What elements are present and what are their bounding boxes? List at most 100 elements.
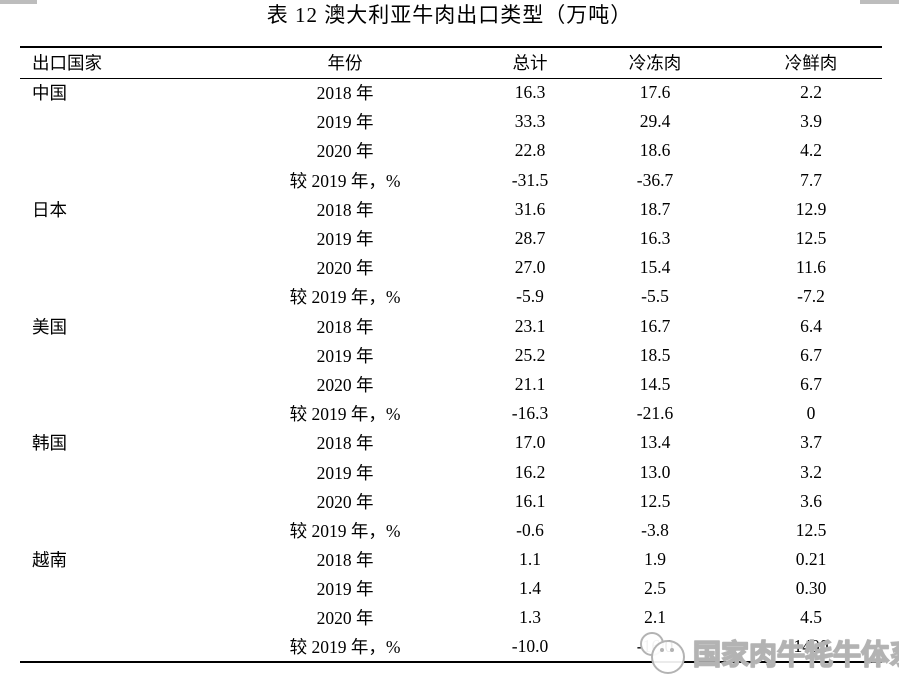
- total-cell: -10.0: [511, 636, 549, 657]
- year-cell: 2018 年: [316, 199, 374, 220]
- country-cell: [20, 136, 200, 165]
- chilled-cell: 3.6: [800, 490, 822, 511]
- year-cell: 较 2019 年，%: [289, 637, 401, 658]
- total-cell: 25.2: [514, 344, 546, 365]
- frozen-cell: 17.6: [639, 82, 671, 103]
- country-cell: [20, 603, 200, 632]
- table-row: 2019 年 25.2 18.5 6.7: [20, 341, 882, 370]
- total-cell: 16.1: [514, 490, 546, 511]
- table-row: 2019 年 16.2 13.0 3.2: [20, 457, 882, 486]
- frozen-cell: 2.1: [644, 607, 666, 628]
- total-cell: 1.1: [519, 549, 541, 570]
- total-cell: -31.5: [511, 169, 549, 190]
- year-cell: 较 2019 年，%: [289, 287, 401, 308]
- chilled-cell: 6.4: [800, 315, 822, 336]
- chilled-cell: 0.30: [795, 578, 827, 599]
- frozen-cell: 15.4: [639, 257, 671, 278]
- header-frozen: 冷冻肉: [570, 47, 740, 79]
- year-cell: 2018 年: [316, 433, 374, 454]
- country-cell: 日本: [32, 199, 67, 220]
- chilled-cell: 0: [806, 403, 816, 424]
- frozen-cell: 16.3: [639, 228, 671, 249]
- country-cell: [20, 166, 200, 195]
- table-caption: 表 12 澳大利亚牛肉出口类型（万吨）: [266, 3, 633, 27]
- chilled-cell: 6.7: [800, 344, 822, 365]
- country-cell: [20, 282, 200, 311]
- table-row: 美国 2018 年 23.1 16.7 6.4: [20, 312, 882, 341]
- frozen-cell: 13.4: [639, 432, 671, 453]
- total-cell: 27.0: [514, 257, 546, 278]
- year-cell: 2019 年: [316, 345, 374, 366]
- table-row: 韩国 2018 年 17.0 13.4 3.7: [20, 428, 882, 457]
- chilled-cell: -7.2: [797, 286, 825, 307]
- country-cell: 越南: [32, 550, 67, 571]
- chilled-cell: 12.9: [795, 198, 827, 219]
- total-cell: 1.3: [519, 607, 541, 628]
- beef-export-table: 出口国家 年份 总计 冷冻肉 冷鲜肉 中国 2018 年 16.3 17.6 2.2 20…: [20, 46, 882, 663]
- frozen-cell: 16.7: [639, 315, 671, 336]
- table-row: 2020 年 16.1 12.5 3.6: [20, 487, 882, 516]
- frozen-cell: -16.0: [636, 636, 674, 657]
- total-cell: 31.6: [514, 198, 546, 219]
- frozen-cell: 29.4: [639, 111, 671, 132]
- year-cell: 2020 年: [316, 258, 374, 279]
- year-cell: 2019 年: [316, 112, 374, 133]
- table-row: 2020 年 21.1 14.5 6.7: [20, 370, 882, 399]
- chilled-cell: 3.2: [800, 461, 822, 482]
- total-cell: -5.9: [516, 286, 544, 307]
- country-cell: [20, 224, 200, 253]
- country-cell: [20, 370, 200, 399]
- chilled-cell: 3.7: [800, 432, 822, 453]
- header-country: 出口国家: [20, 47, 200, 79]
- frozen-cell: 18.5: [639, 344, 671, 365]
- frozen-cell: 13.0: [639, 461, 671, 482]
- year-cell: 2018 年: [316, 316, 374, 337]
- year-cell: 2020 年: [316, 608, 374, 629]
- chilled-cell: 1400: [793, 636, 829, 657]
- country-cell: [20, 574, 200, 603]
- header-total: 总计: [490, 47, 570, 79]
- table-row: 日本 2018 年 31.6 18.7 12.9: [20, 195, 882, 224]
- total-cell: 21.1: [514, 373, 546, 394]
- table-row: 较 2019 年，% -5.9 -5.5 -7.2: [20, 282, 882, 311]
- chilled-cell: 4.5: [800, 607, 822, 628]
- frozen-cell: -36.7: [636, 169, 674, 190]
- chilled-cell: 12.5: [795, 519, 827, 540]
- header-row: 出口国家 年份 总计 冷冻肉 冷鲜肉: [20, 47, 882, 79]
- frozen-cell: 12.5: [639, 490, 671, 511]
- table-row: 2020 年 22.8 18.6 4.2: [20, 136, 882, 165]
- chilled-cell: 3.9: [800, 111, 822, 132]
- frozen-cell: -3.8: [641, 519, 669, 540]
- year-cell: 较 2019 年，%: [289, 520, 401, 541]
- country-cell: [20, 253, 200, 282]
- year-cell: 较 2019 年，%: [289, 404, 401, 425]
- year-cell: 2020 年: [316, 491, 374, 512]
- frozen-cell: 1.9: [644, 549, 666, 570]
- table-row: 较 2019 年，% -16.3 -21.6 0: [20, 399, 882, 428]
- header-chilled: 冷鲜肉: [740, 47, 882, 79]
- country-cell: 美国: [32, 316, 67, 337]
- chilled-cell: 0.21: [795, 549, 827, 570]
- country-cell: [20, 487, 200, 516]
- total-cell: 1.4: [519, 578, 541, 599]
- year-cell: 2019 年: [316, 229, 374, 250]
- year-cell: 2018 年: [316, 550, 374, 571]
- frozen-cell: 14.5: [639, 373, 671, 394]
- total-cell: -0.6: [516, 519, 544, 540]
- chilled-cell: 7.7: [800, 169, 822, 190]
- total-cell: 28.7: [514, 228, 546, 249]
- table-row: 2019 年 28.7 16.3 12.5: [20, 224, 882, 253]
- table-row: 较 2019 年，% -10.0 -16.0 1400: [20, 633, 882, 662]
- country-cell: 韩国: [32, 433, 67, 454]
- table-row: 2020 年 1.3 2.1 4.5: [20, 603, 882, 632]
- header-year: 年份: [200, 47, 490, 79]
- chilled-cell: 11.6: [796, 257, 826, 278]
- frozen-cell: -21.6: [636, 403, 674, 424]
- table-row: 中国 2018 年 16.3 17.6 2.2: [20, 78, 882, 107]
- total-cell: 17.0: [514, 432, 546, 453]
- chilled-cell: 6.7: [800, 373, 822, 394]
- frozen-cell: 2.5: [644, 578, 666, 599]
- country-cell: [20, 633, 200, 662]
- table-row: 2019 年 1.4 2.5 0.30: [20, 574, 882, 603]
- total-cell: 33.3: [514, 111, 546, 132]
